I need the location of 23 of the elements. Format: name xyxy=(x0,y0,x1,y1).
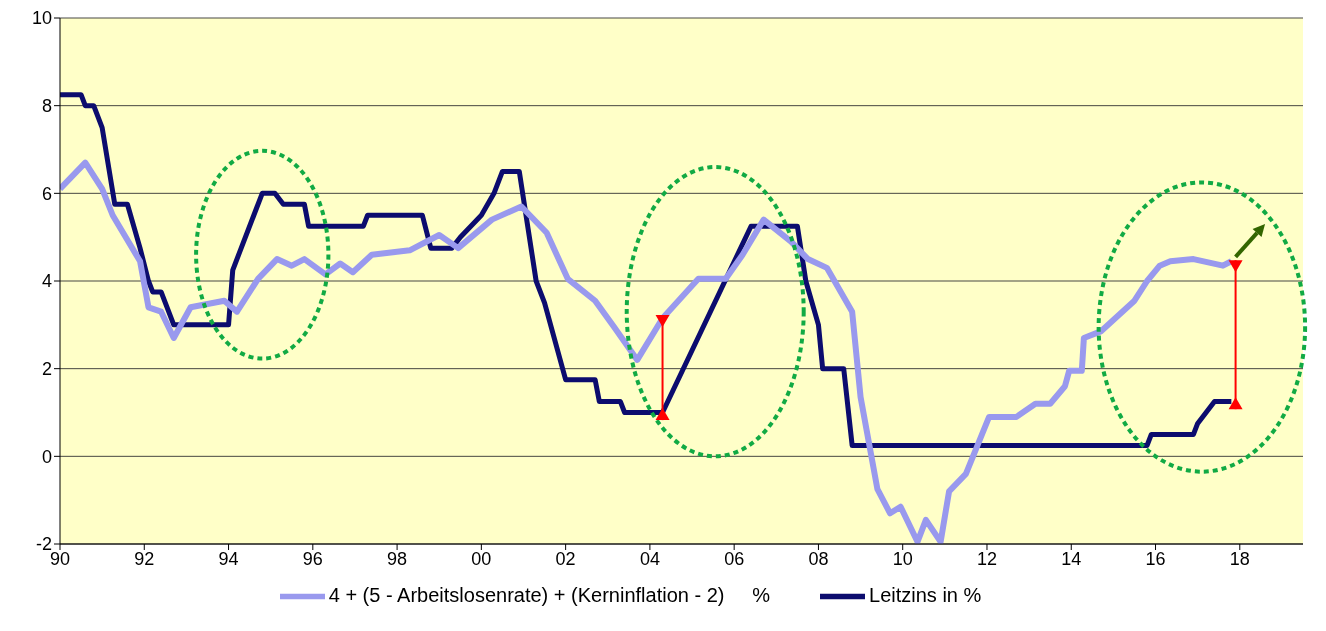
x-tick-label: 14 xyxy=(1061,548,1082,569)
x-tick-label: 00 xyxy=(471,548,492,569)
x-tick-label: 04 xyxy=(639,548,660,569)
legend-label: 4 + (5 - Arbeitslosenrate) + (Kerninflation - 2) % xyxy=(328,583,771,606)
legend-label: Leitzins in % xyxy=(869,583,982,606)
x-tick-label: 12 xyxy=(976,548,997,569)
y-tick-label: 4 xyxy=(41,271,52,292)
x-tick-label: 08 xyxy=(808,548,829,569)
x-tick-label: 02 xyxy=(555,548,576,569)
x-tick-label: 94 xyxy=(218,548,239,569)
y-tick-label: 10 xyxy=(31,8,52,29)
x-tick-label: 10 xyxy=(892,548,913,569)
y-tick-label: -2 xyxy=(35,534,52,555)
x-tick-label: 06 xyxy=(724,548,745,569)
y-tick-label: 2 xyxy=(41,359,52,380)
y-tick-label: 0 xyxy=(41,446,52,467)
y-tick-label: 6 xyxy=(41,183,52,204)
x-tick-label: 16 xyxy=(1145,548,1166,569)
x-tick-label: 18 xyxy=(1229,548,1250,569)
x-tick-label: 98 xyxy=(387,548,408,569)
x-tick-label: 96 xyxy=(302,548,323,569)
x-tick-label: 92 xyxy=(134,548,155,569)
y-tick-label: 8 xyxy=(41,96,52,117)
